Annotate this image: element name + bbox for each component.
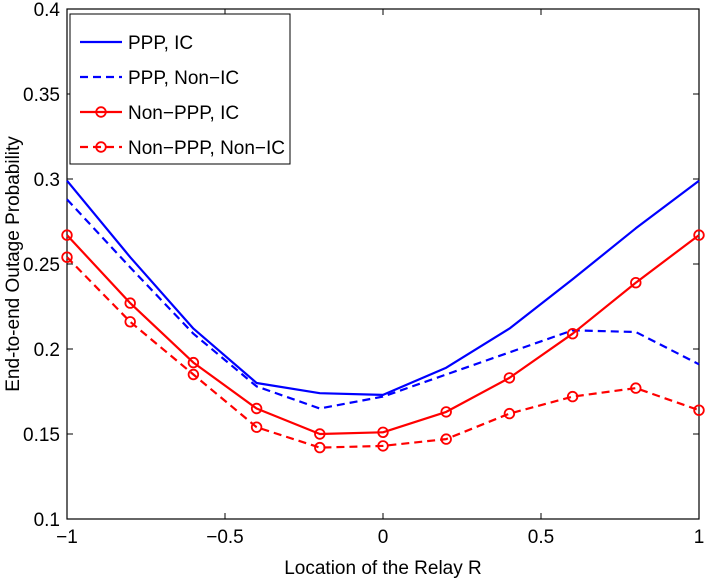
data-point-series-4 [250, 421, 263, 433]
y-tick-label: 0.1 [34, 510, 60, 531]
x-tick-label: 0.5 [528, 527, 554, 548]
x-tick-label: −1 [56, 527, 78, 548]
legend-label-1: PPP, IC [128, 33, 193, 54]
y-tick-label: 0.35 [23, 85, 60, 106]
x-tick-label: −0.5 [206, 527, 244, 548]
data-point-series-3 [250, 402, 263, 415]
data-point-series-4 [314, 441, 326, 454]
data-point-series-3 [124, 297, 136, 309]
data-point-series-3 [630, 277, 642, 289]
data-point-series-4 [187, 368, 200, 381]
data-point-series-4 [630, 382, 642, 394]
data-point-series-3 [61, 229, 73, 241]
data-point-series-3 [440, 406, 452, 418]
legend-label-3: Non−PPP, IC [128, 103, 239, 124]
x-tick-label: 1 [694, 527, 705, 548]
y-axis-label: End-to-end Outage Probability [3, 136, 24, 392]
legend-label-2: PPP, Non−IC [128, 68, 239, 89]
legend-box [69, 13, 291, 165]
data-point-series-3 [566, 328, 579, 340]
series-line-4 [66, 256, 700, 449]
y-tick-label: 0.2 [34, 340, 60, 361]
data-point-series-4 [377, 440, 389, 452]
legend-marker-4 [95, 141, 107, 153]
y-tick-label: 0.4 [34, 0, 61, 21]
series-line-2 [66, 198, 700, 410]
data-point-series-4 [693, 404, 705, 416]
data-point-series-4 [440, 433, 452, 445]
data-point-series-4 [503, 407, 516, 420]
y-tick-label: 0.25 [23, 255, 60, 276]
data-point-series-4 [61, 251, 73, 263]
data-point-series-3 [377, 426, 389, 439]
data-point-series-4 [124, 316, 136, 328]
y-tick-label: 0.15 [23, 425, 60, 446]
series-line-1 [66, 179, 700, 396]
data-point-series-3 [314, 428, 326, 440]
data-point-series-3 [503, 372, 516, 384]
legend-label-4: Non−PPP, Non−IC [128, 138, 285, 159]
x-tick-label: 0 [378, 527, 389, 548]
x-axis-label: Location of the Relay R [284, 558, 482, 579]
series-line-3 [66, 234, 700, 436]
data-point-series-4 [566, 390, 579, 403]
legend-marker-3 [95, 106, 107, 118]
data-point-series-3 [187, 356, 200, 369]
legend: PPP, IC PPP, Non−IC Non−PPP, IC Non−PPP, No… [69, 13, 291, 165]
y-tick-label: 0.3 [34, 170, 60, 191]
data-point-series-3 [693, 229, 705, 241]
